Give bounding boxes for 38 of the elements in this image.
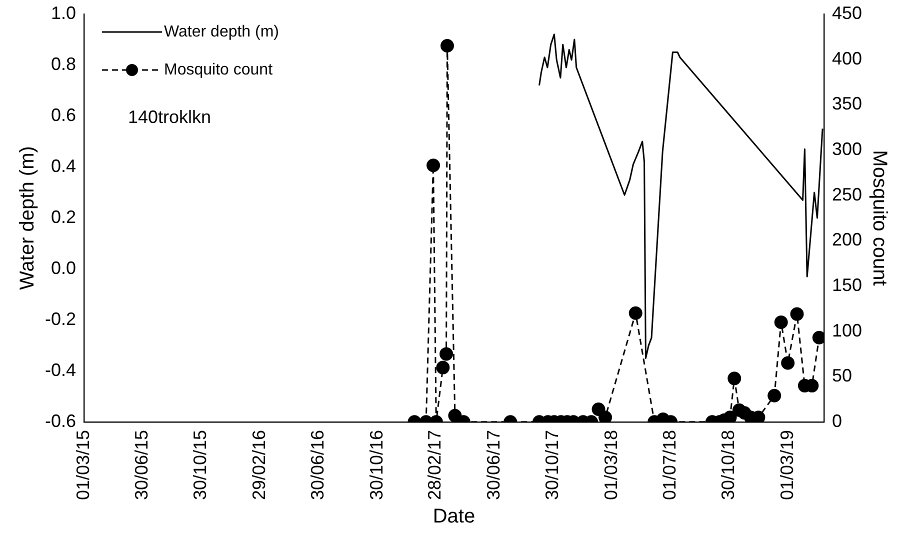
y-tick-label: 0.8: [50, 54, 76, 74]
y2-tick-label: 450: [832, 2, 862, 23]
legend-label: Mosquito count: [164, 61, 274, 78]
x-tick-label: 01/07/18: [660, 430, 680, 500]
y2-tick-label: 100: [832, 320, 862, 340]
y2-tick-label: 0: [832, 410, 842, 431]
y2-axis-title: Mosquito count: [868, 150, 890, 286]
y2-tick-label: 200: [832, 230, 862, 250]
y2-tick-label: 250: [832, 184, 862, 204]
x-tick-label: 30/10/17: [542, 430, 562, 500]
x-tick-label: 29/02/16: [248, 430, 269, 500]
y-tick-label: -0.4: [44, 360, 76, 380]
y2-tick-label: 300: [832, 138, 862, 159]
x-tick-label: 30/06/15: [131, 430, 152, 500]
y-axis-title: Water depth (m): [16, 146, 39, 290]
y-tick-label: 0.4: [50, 156, 76, 176]
y-tick-label: -0.6: [44, 410, 76, 431]
y-tick-label: 0.0: [50, 258, 76, 278]
x-tick-label: 30/06/16: [308, 430, 328, 500]
x-tick-label: 30/06/17: [483, 430, 504, 500]
x-tick-label: 01/03/19: [776, 430, 797, 500]
y-tick-label: -0.2: [44, 308, 76, 329]
x-tick-label: 01/03/15: [72, 430, 93, 500]
x-tick-label: 30/10/15: [190, 430, 210, 500]
y2-tick-label: 150: [832, 274, 862, 295]
y-tick-label: 0.2: [50, 206, 76, 227]
y-tick-label: 0.6: [50, 104, 76, 125]
y-tick-label: 1.0: [50, 2, 76, 23]
x-tick-label: 01/03/18: [600, 430, 621, 500]
x-tick-label: 30/10/16: [366, 430, 386, 500]
legend-label: Water depth (m): [164, 23, 280, 40]
x-tick-label: 28/02/17: [424, 430, 445, 500]
x-tick-label: 30/10/18: [718, 430, 738, 500]
annotation: 140troklkn: [128, 106, 212, 127]
x-axis-title: Date: [432, 506, 476, 528]
y2-tick-label: 400: [832, 48, 862, 68]
y2-tick-label: 50: [832, 366, 852, 386]
y2-tick-label: 350: [832, 94, 862, 114]
